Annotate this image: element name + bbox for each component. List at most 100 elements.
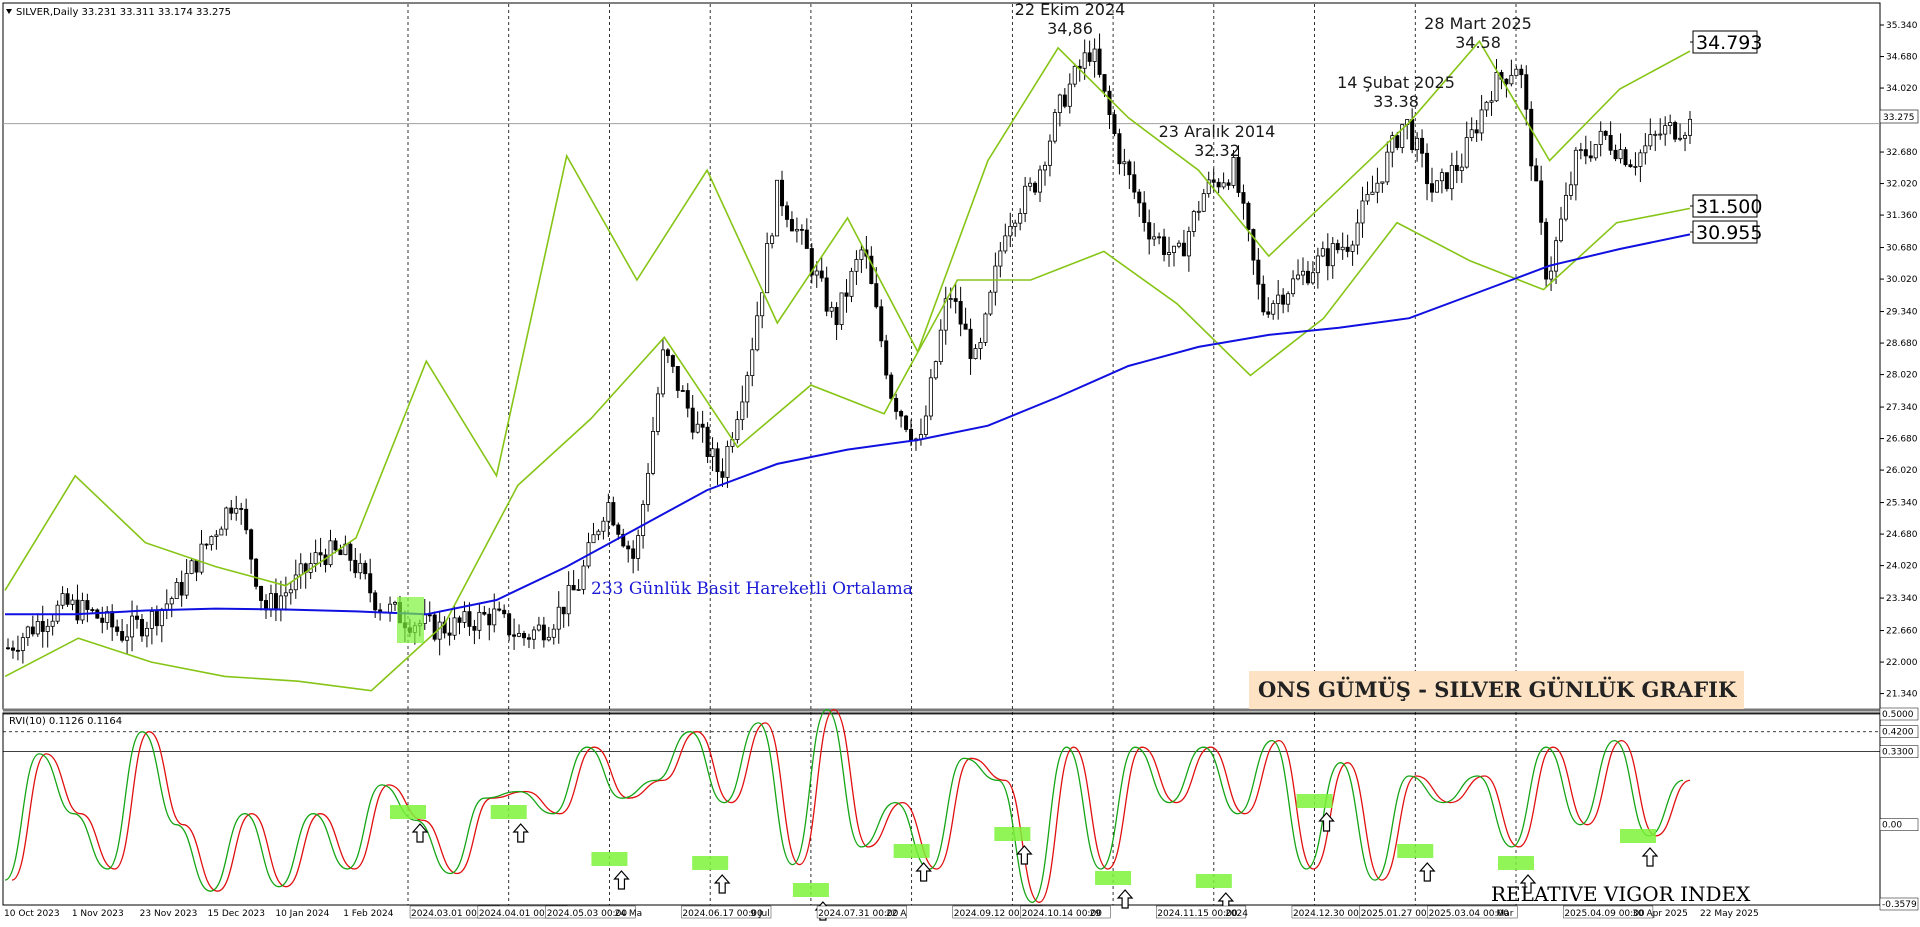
- candle-body: [15, 649, 20, 652]
- candle-body: [204, 543, 209, 546]
- candle-body: [373, 592, 378, 611]
- x-tick-box: [545, 905, 636, 919]
- annotation-date: 23 Aralık 2014: [1159, 122, 1276, 141]
- candle-body: [854, 259, 859, 272]
- candle-body: [169, 598, 174, 605]
- candle-body: [978, 342, 983, 349]
- candle-body: [522, 633, 527, 639]
- symbol-header: SILVER,Daily 33.231 33.311 33.174 33.275: [16, 7, 231, 18]
- candle-body: [467, 611, 472, 627]
- buy-signals: [390, 794, 1659, 921]
- candle-body: [665, 349, 670, 356]
- candle-body: [531, 629, 536, 640]
- candle-body: [1097, 48, 1102, 75]
- buy-signal-highlight: [1195, 874, 1232, 888]
- candle-body: [100, 617, 105, 623]
- candle-body: [1514, 68, 1519, 76]
- x-tick-box: [1156, 905, 1247, 919]
- annotation-date: 14 Şubat 2025: [1337, 73, 1455, 92]
- candle-body: [1395, 135, 1400, 148]
- candle-body: [1226, 182, 1231, 186]
- candle-body: [1171, 245, 1176, 253]
- candle-body: [283, 592, 288, 597]
- candle-body: [1544, 221, 1549, 280]
- candle-body: [1152, 236, 1157, 240]
- candle-body: [725, 446, 730, 478]
- rvi-levels: [3, 713, 1880, 753]
- candle-body: [1023, 185, 1028, 214]
- candle-body: [144, 627, 149, 637]
- x-tick-label: 24 Ma: [615, 909, 643, 919]
- candle-body: [834, 306, 839, 326]
- candle-body: [1385, 151, 1390, 183]
- candle-body: [393, 602, 398, 605]
- candle-body: [943, 298, 948, 331]
- candle-body: [1449, 164, 1454, 190]
- candle-body: [1469, 129, 1474, 138]
- candle-body: [889, 374, 894, 399]
- candle-body: [1216, 181, 1221, 188]
- candle-body: [1558, 218, 1563, 242]
- candle-body: [1628, 164, 1633, 168]
- candle-body: [1340, 246, 1345, 251]
- candle-body: [1658, 133, 1663, 136]
- candle-body: [517, 633, 522, 637]
- candle-body: [1092, 48, 1097, 62]
- candle-body: [1042, 164, 1047, 171]
- candle-body: [948, 298, 953, 300]
- x-axis: 10 Oct 2023 1 Nov 2023 23 Nov 2023 15 Dec 2…: [4, 905, 1759, 919]
- annotation-date: 22 Ekim 2024: [1015, 0, 1126, 19]
- candle-body: [338, 549, 343, 556]
- candle-body: [1345, 246, 1350, 252]
- up-arrow-icon: [613, 870, 630, 890]
- buy-signal-highlight: [591, 852, 628, 866]
- candle-body: [1266, 311, 1271, 315]
- rvi-tick-label: 0.3300: [1882, 748, 1914, 758]
- candle-body: [1673, 122, 1678, 140]
- candle-body: [784, 205, 789, 220]
- candle-body: [1623, 149, 1628, 166]
- candle-body: [849, 270, 854, 297]
- candle-body: [115, 626, 120, 632]
- candle-body: [50, 620, 55, 627]
- candle-body: [859, 249, 864, 260]
- candle-body: [318, 552, 323, 556]
- buy-signal-highlight: [490, 805, 527, 819]
- x-tick-label: 10 Oct 2023: [4, 909, 60, 919]
- candle-body: [1554, 240, 1559, 272]
- candle-body: [288, 589, 293, 594]
- candle-body: [745, 375, 750, 403]
- collapse-triangle-icon[interactable]: [6, 9, 12, 14]
- price-tick-label: 31.360: [1886, 211, 1918, 221]
- candle-body: [1167, 252, 1172, 255]
- candle-body: [740, 401, 745, 421]
- candle-body: [1325, 248, 1330, 267]
- candle-body: [139, 618, 144, 637]
- candle-body: [1162, 236, 1167, 255]
- candle-body: [596, 530, 601, 536]
- candle-body: [120, 631, 125, 641]
- banner-title: ONS GÜMÜŞ - SILVER GÜNLÜK GRAFIK: [1258, 677, 1737, 702]
- x-tick-label: 2024.06.17 00:00: [682, 909, 763, 919]
- candle-body: [1052, 112, 1057, 142]
- candle-body: [80, 600, 85, 621]
- candle-body: [214, 534, 219, 537]
- candle-body: [1365, 193, 1370, 202]
- price-tick-label: 32.680: [1886, 148, 1918, 158]
- candle-body: [670, 355, 675, 367]
- candle-body: [10, 647, 15, 651]
- x-tick-label: 2024.07.31 00:00: [818, 909, 899, 919]
- x-tick-label: 22 A: [886, 909, 907, 919]
- candle-body: [1251, 229, 1256, 261]
- candle-body: [477, 611, 482, 631]
- candle-body: [1315, 255, 1320, 274]
- price-tick-label: 23.340: [1886, 594, 1918, 604]
- candle-body: [1613, 149, 1618, 160]
- candle-body: [760, 292, 765, 317]
- candle-body: [249, 529, 254, 560]
- price-box: [1692, 30, 1758, 54]
- x-tick-label: 9 Jul: [750, 909, 769, 919]
- candle-body: [601, 520, 606, 532]
- candle-body: [1186, 231, 1191, 257]
- candle-body: [958, 301, 963, 325]
